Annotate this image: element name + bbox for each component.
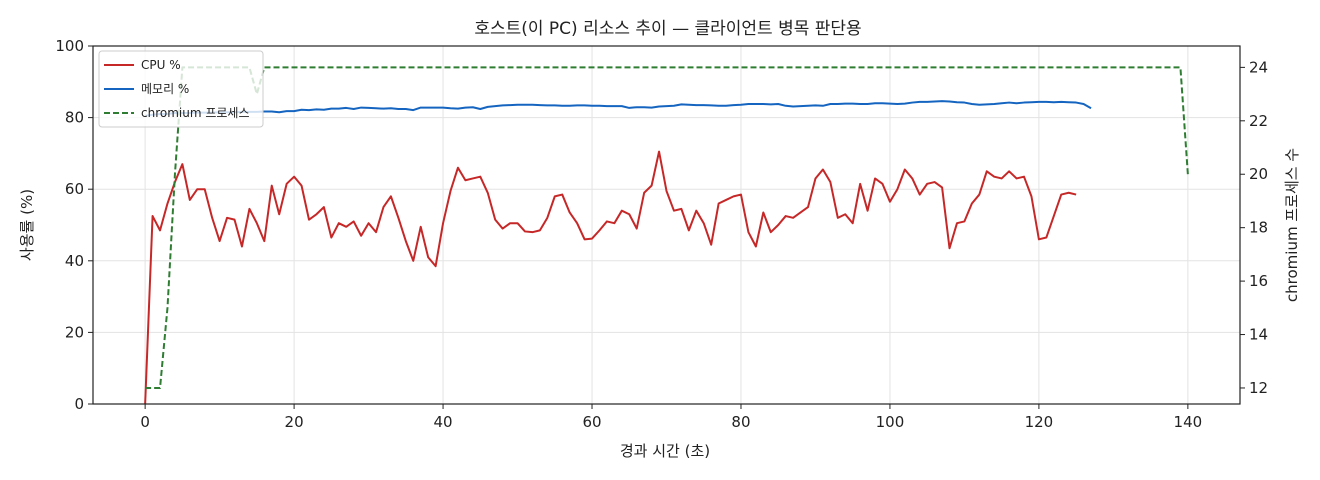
- x-tick-label: 40: [434, 413, 453, 431]
- y-tick-label: 60: [65, 180, 84, 198]
- y-tick-label: 40: [65, 252, 84, 270]
- chart-title: 호스트(이 PC) 리소스 추이 — 클라이언트 병목 판단용: [474, 19, 861, 39]
- legend-label-chromium-process-line: chromium 프로세스: [141, 106, 250, 120]
- y-tick-label: 80: [65, 109, 84, 127]
- y2-tick-label: 20: [1249, 165, 1268, 183]
- series-lines: [144, 66, 1189, 405]
- x-axis-title: 경과 시간 (초): [620, 442, 710, 460]
- x-tick-label: 0: [140, 413, 150, 431]
- legend-label-memory-line: 메모리 %: [141, 82, 189, 96]
- cpu-line: [144, 150, 1077, 405]
- chromium-process-line: [145, 66, 1189, 389]
- y-tick-label: 20: [65, 323, 84, 341]
- x-tick-label: 80: [731, 413, 750, 431]
- legend-box: [98, 50, 264, 128]
- y2-tick-label: 14: [1249, 326, 1268, 344]
- legend: CPU % 메모리 % chromium 프로세스: [98, 50, 264, 128]
- y2-tick-label: 16: [1249, 272, 1268, 290]
- x-tick-label: 140: [1174, 413, 1203, 431]
- y2-axis-title: chromium 프로세스 수: [1283, 148, 1301, 302]
- x-tick-label: 20: [285, 413, 304, 431]
- y2-tick-label: 12: [1249, 379, 1268, 397]
- y2-tick-label: 18: [1249, 219, 1268, 237]
- x-tick-label: 60: [582, 413, 601, 431]
- legend-label-cpu-line: CPU %: [141, 58, 181, 72]
- x-tick-label: 120: [1025, 413, 1054, 431]
- axis-ticks: 0 20 40 60 80 100 120 140 0 20 40 60 80 100 12 14 16 18 20…: [55, 37, 1268, 431]
- y-tick-label: 0: [74, 395, 84, 413]
- y-axis-title: 사용률 (%): [18, 189, 36, 261]
- y2-tick-label: 24: [1249, 58, 1268, 76]
- plot-frame: [92, 45, 1241, 405]
- y2-tick-label: 22: [1249, 112, 1268, 130]
- x-tick-label: 100: [876, 413, 905, 431]
- memory-line: [144, 100, 1092, 117]
- y-tick-label: 100: [55, 37, 84, 55]
